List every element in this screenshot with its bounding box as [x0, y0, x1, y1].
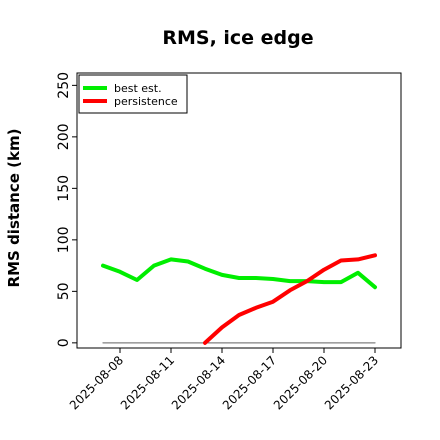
- x-tick-label: 2025-08-20: [271, 353, 330, 412]
- x-tick-label: 2025-08-08: [67, 353, 126, 412]
- y-tick-label: 0: [56, 338, 72, 347]
- x-tick-label: 2025-08-11: [118, 353, 177, 412]
- series-line-persistence: [203, 253, 377, 345]
- legend-label-persistence: persistence: [114, 95, 178, 108]
- x-axis: 2025-08-082025-08-112025-08-142025-08-17…: [67, 348, 381, 412]
- legend-box: [78, 74, 188, 114]
- y-tick-label: 200: [56, 123, 72, 150]
- y-tick-label: 150: [56, 175, 72, 202]
- x-tick-label: 2025-08-14: [169, 353, 228, 412]
- series-line-best-est: [101, 257, 377, 290]
- legend: best est. persistence: [78, 74, 188, 114]
- chart-title: RMS, ice edge: [162, 27, 313, 49]
- y-tick-label: 100: [56, 226, 72, 253]
- series-layer: [101, 253, 377, 345]
- y-axis: 0 50 100 150 200 250: [56, 72, 77, 347]
- y-tick-label: 50: [56, 282, 72, 300]
- legend-label-best-est: best est.: [114, 82, 162, 95]
- plot-frame: [76, 72, 402, 349]
- x-tick-label: 2025-08-17: [220, 353, 279, 412]
- y-tick-label: 250: [56, 72, 72, 99]
- y-axis-label: RMS distance (km): [5, 129, 23, 288]
- x-tick-label: 2025-08-23: [322, 353, 381, 412]
